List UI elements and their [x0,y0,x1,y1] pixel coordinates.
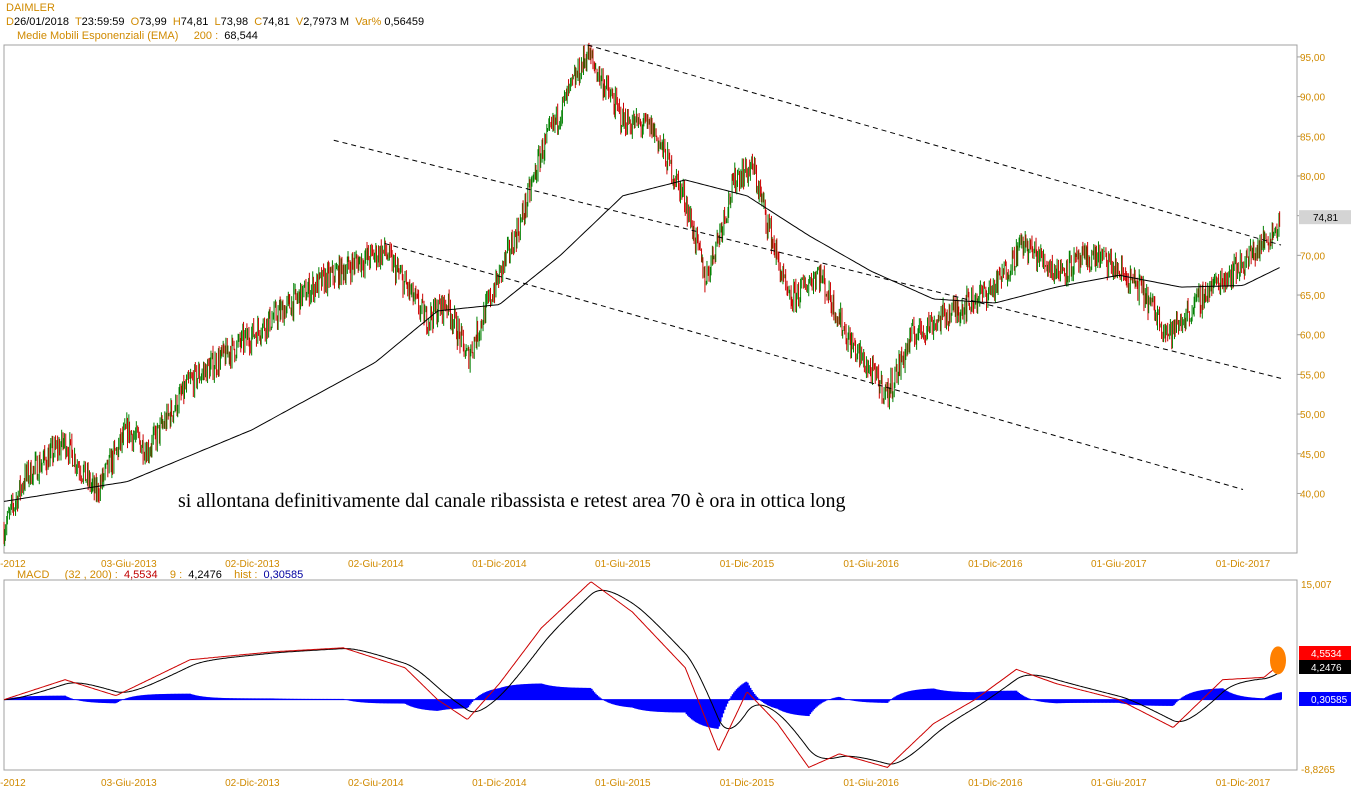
var-value: 0,56459 [384,16,425,28]
signal-value: 4,2476 [188,569,222,581]
price-y-tick-label: 55,00 [1300,370,1325,381]
ema-legend: Medie Mobili Esponenziali (EMA) 200 : 68… [17,30,258,43]
signal-period: 9 : [169,569,183,581]
price-x-tick-label: 01-Dic-2014 [472,559,527,570]
macd-value-tag [1299,646,1351,660]
last-price-tag-label: 74,81 [1313,213,1338,224]
date-value: 26/01/2018 [13,16,70,28]
macd-x-tick-label: 01-Giu-2016 [843,778,899,789]
ohlc-readout: D26/01/2018 T23:59:59 O73,99 H74,81 L73,… [6,16,424,29]
macd-x-tick-label: 01-Dic-2014 [472,778,527,789]
low-value: 73,98 [220,16,249,28]
macd-x-tick-label: 02-Giu-2014 [348,778,404,789]
macd-highlight-marker [1269,646,1286,675]
macd-x-tick-label: -Dic-2012 [0,778,26,789]
price-y-tick-label: 70,00 [1300,251,1325,262]
price-x-tick-label: 01-Giu-2015 [595,559,651,570]
signal-line [4,589,1282,765]
macd-y-tick-label: -8,8265 [1301,765,1335,776]
macd-params: (32 , 200) : [64,569,118,581]
hist-value-tag [1299,692,1351,706]
hist-value-tag-label: 0,30585 [1311,695,1348,706]
price-y-tick-label: 90,00 [1300,93,1325,104]
price-x-tick-label: 02-Dic-2013 [225,559,280,570]
macd-x-tick-label: 01-Giu-2017 [1091,778,1147,789]
price-pane-frame [3,44,1298,554]
trendline [384,242,1244,490]
price-y-tick-label: 45,00 [1300,450,1325,461]
volume-value: 2,7973 M [303,16,350,28]
price-x-tick-label: 03-Giu-2013 [101,559,157,570]
price-y-tick-label: 65,00 [1300,291,1325,302]
trendline [333,139,1282,379]
price-x-tick-label: 01-Dic-2015 [720,559,775,570]
hist-value: 0,30585 [263,569,304,581]
ema-label: Medie Mobili Esponenziali (EMA) [17,30,179,42]
price-y-tick-label: 95,00 [1300,53,1325,64]
macd-x-tick-label: 01-Dic-2015 [720,778,775,789]
high-value: 74,81 [180,16,209,28]
low-label: L [214,16,221,28]
macd-line [3,581,1282,769]
price-y-tick-label: 40,00 [1300,489,1325,500]
macd-value: 4,5534 [124,569,158,581]
open-value: 73,99 [139,16,167,28]
price-y-tick-label: 80,00 [1300,172,1325,183]
trendline [587,44,1282,246]
time-label: T [74,16,82,28]
signal-value-tag-label: 4,2476 [1311,663,1342,674]
last-price-tag [1299,210,1351,225]
price-x-tick-label: 02-Giu-2014 [348,559,404,570]
price-y-tick-label: 50,00 [1300,410,1325,421]
date-label: D [6,16,14,28]
macd-label: MACD [17,569,50,581]
macd-x-tick-label: 01-Dic-2016 [968,778,1023,789]
high-label: H [172,16,181,28]
price-x-tick-label: 01-Giu-2017 [1091,559,1147,570]
ema-value: 68,544 [224,30,258,42]
macd-x-tick-label: 02-Dic-2013 [225,778,280,789]
macd-x-tick-label: 03-Giu-2013 [101,778,157,789]
price-x-tick-label: 01-Giu-2016 [843,559,899,570]
price-x-tick-label: -Dic-2012 [0,559,26,570]
price-y-tick-label: 85,00 [1300,132,1325,143]
symbol-title: DAIMLER [6,2,55,14]
candles [3,42,1281,547]
price-y-tick-label: 60,00 [1300,331,1325,342]
signal-value-tag [1299,660,1351,674]
var-label: Var% [355,16,382,28]
macd-value-tag-label: 4,5534 [1311,649,1342,660]
ema200-line [3,179,1280,502]
analysis-annotation: si allontana definitivamente dal canale … [178,490,846,512]
macd-pane-frame [3,579,1298,771]
close-label: C [254,16,263,28]
macd-y-tick-label: 15,007 [1301,580,1332,591]
hist-label: hist : [234,569,258,581]
price-x-tick-label: 01-Dic-2016 [968,559,1023,570]
time-value: 23:59:59 [81,16,125,28]
macd-x-tick-label: 01-Giu-2015 [595,778,651,789]
macd-x-tick-label: 01-Dic-2017 [1216,778,1271,789]
ema-period: 200 : [193,30,219,42]
open-label: O [130,16,140,28]
volume-label: V [295,16,304,28]
macd-legend: MACD (32 , 200) : 4,5534 9 : 4,2476 hist… [17,569,303,582]
price-x-tick-label: 01-Dic-2017 [1216,559,1271,570]
close-value: 74,81 [262,16,290,28]
